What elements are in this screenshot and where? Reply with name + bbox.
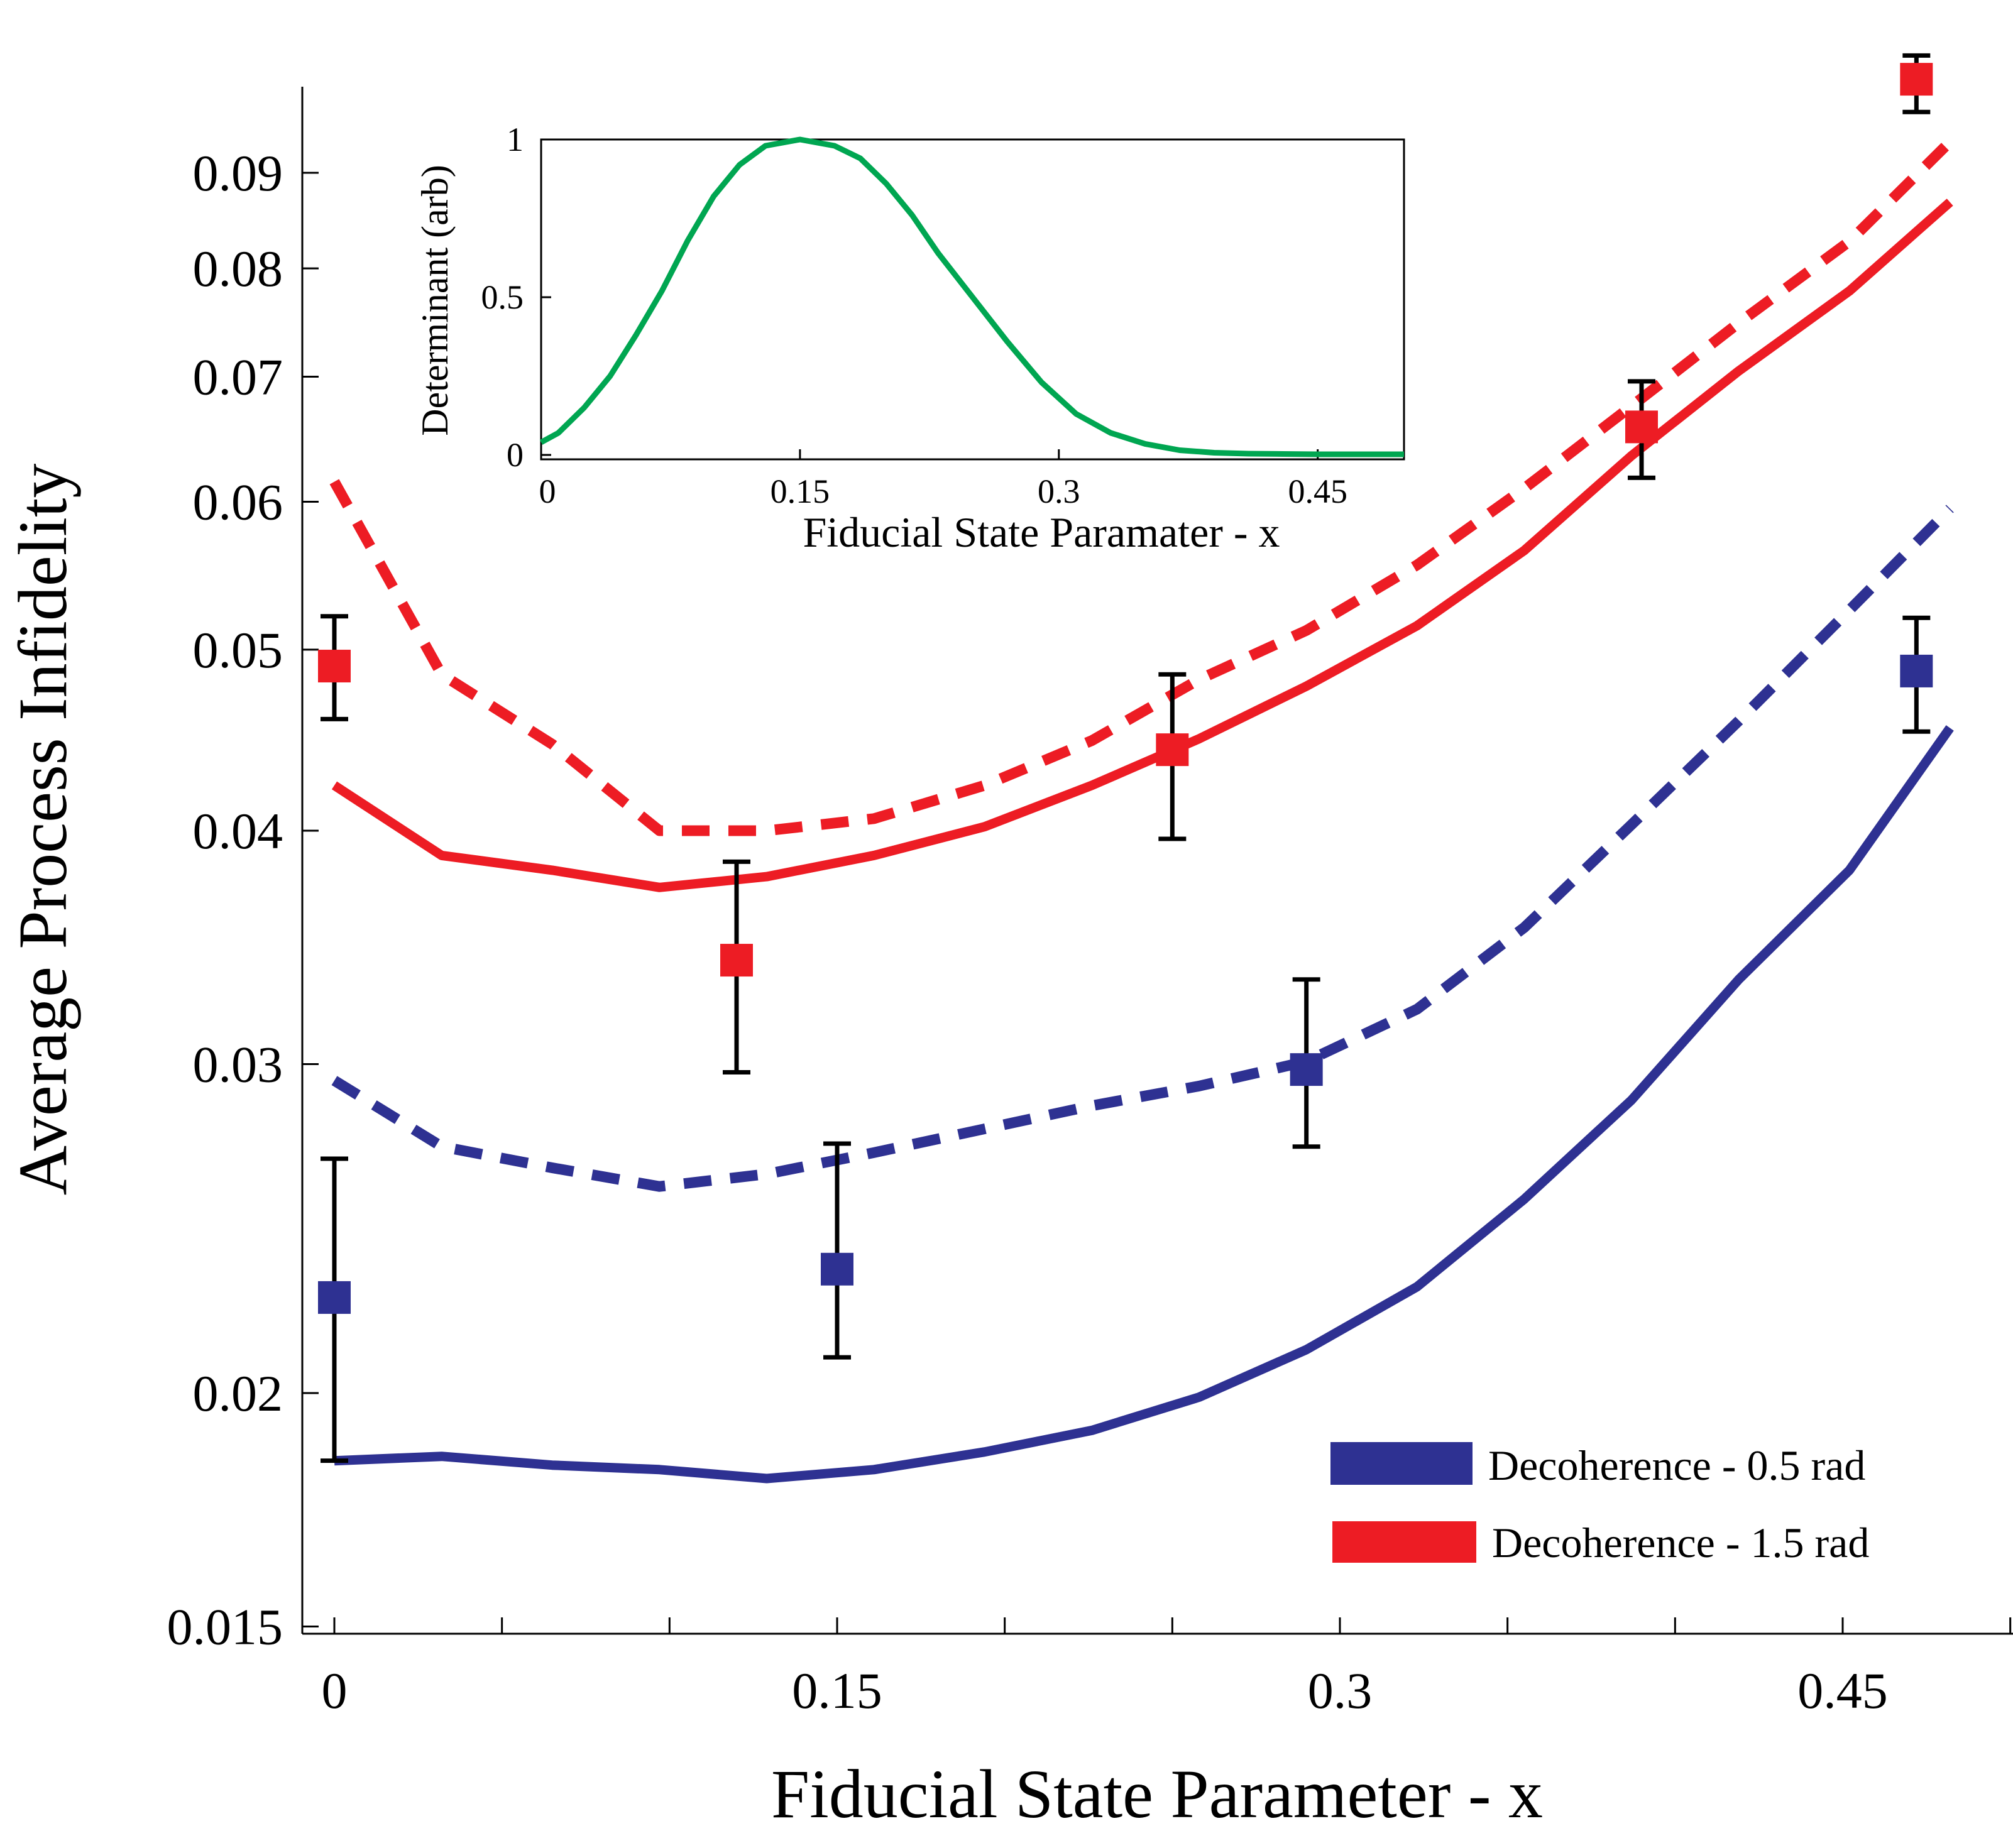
- inset-x-tick-label: 0.3: [1038, 473, 1080, 510]
- x-tick-label: 0: [322, 1662, 348, 1719]
- inset-y-axis-title: Determinant (arb): [414, 165, 456, 435]
- red-data-point: [318, 650, 351, 683]
- inset-y-tick-label: 0.5: [481, 278, 524, 316]
- y-tick-label: 0.04: [193, 802, 283, 860]
- legend-swatch-blue: [1330, 1442, 1473, 1485]
- inset-y-tick-label: 0: [507, 436, 524, 474]
- inset-y-tick-label: 1: [507, 121, 524, 158]
- inset-plot: 0 0.15 0.3 0.45 0 0.5 1 Fiducial State Parama…: [414, 121, 1405, 556]
- inset-x-tick-label: 0: [539, 473, 556, 510]
- y-axis-title: Average Process Infidelity: [4, 464, 81, 1196]
- y-tick-label: 0.05: [193, 621, 283, 679]
- legend: Decoherence - 0.5 rad Decoherence - 1.5 …: [1330, 1441, 1869, 1566]
- blue-data-point: [318, 1281, 351, 1314]
- series-line-1: [331, 505, 1954, 1192]
- inset-x-tick-label: 0.45: [1288, 473, 1347, 510]
- blue-data-point: [1290, 1053, 1323, 1086]
- legend-swatch-red: [1332, 1521, 1476, 1563]
- y-tick-label: 0.02: [193, 1365, 283, 1422]
- x-tick-label: 0.45: [1797, 1662, 1888, 1719]
- red-data-point: [1900, 63, 1933, 96]
- y-tick-label: 0.06: [193, 474, 283, 531]
- inset-x-axis-title: Fiducial State Paramater - x: [803, 508, 1280, 556]
- red-data-point: [1625, 410, 1658, 444]
- y-tick-label: 0.03: [193, 1036, 283, 1093]
- y-tick-label: 0.08: [193, 240, 283, 297]
- main-plot: 0 0.15 0.3 0.45 0.015 0.02 0.03 0.04 0.05 0.06 0.…: [4, 53, 2013, 1832]
- y-tick-label: 0.015: [167, 1598, 283, 1655]
- y-tick-label: 0.07: [193, 348, 283, 405]
- series-line-0: [334, 725, 1954, 1484]
- inset-series-line: [539, 136, 1404, 457]
- x-tick-label: 0.15: [792, 1662, 882, 1719]
- legend-label-blue: Decoherence - 0.5 rad: [1488, 1441, 1865, 1489]
- blue-data-point: [1900, 654, 1933, 687]
- series-line-2: [331, 199, 1953, 892]
- red-data-point: [1156, 733, 1189, 767]
- x-tick-label: 0.3: [1308, 1662, 1373, 1719]
- y-tick-label: 0.09: [193, 145, 283, 202]
- inset-x-tick-label: 0.15: [771, 473, 830, 510]
- series-line-3: [329, 138, 1954, 836]
- x-axis-title: Fiducial State Parameter - x: [771, 1756, 1543, 1832]
- inset-frame: [540, 138, 1405, 461]
- red-data-point: [720, 944, 753, 977]
- blue-data-point: [821, 1252, 853, 1286]
- legend-label-red: Decoherence - 1.5 rad: [1492, 1519, 1869, 1566]
